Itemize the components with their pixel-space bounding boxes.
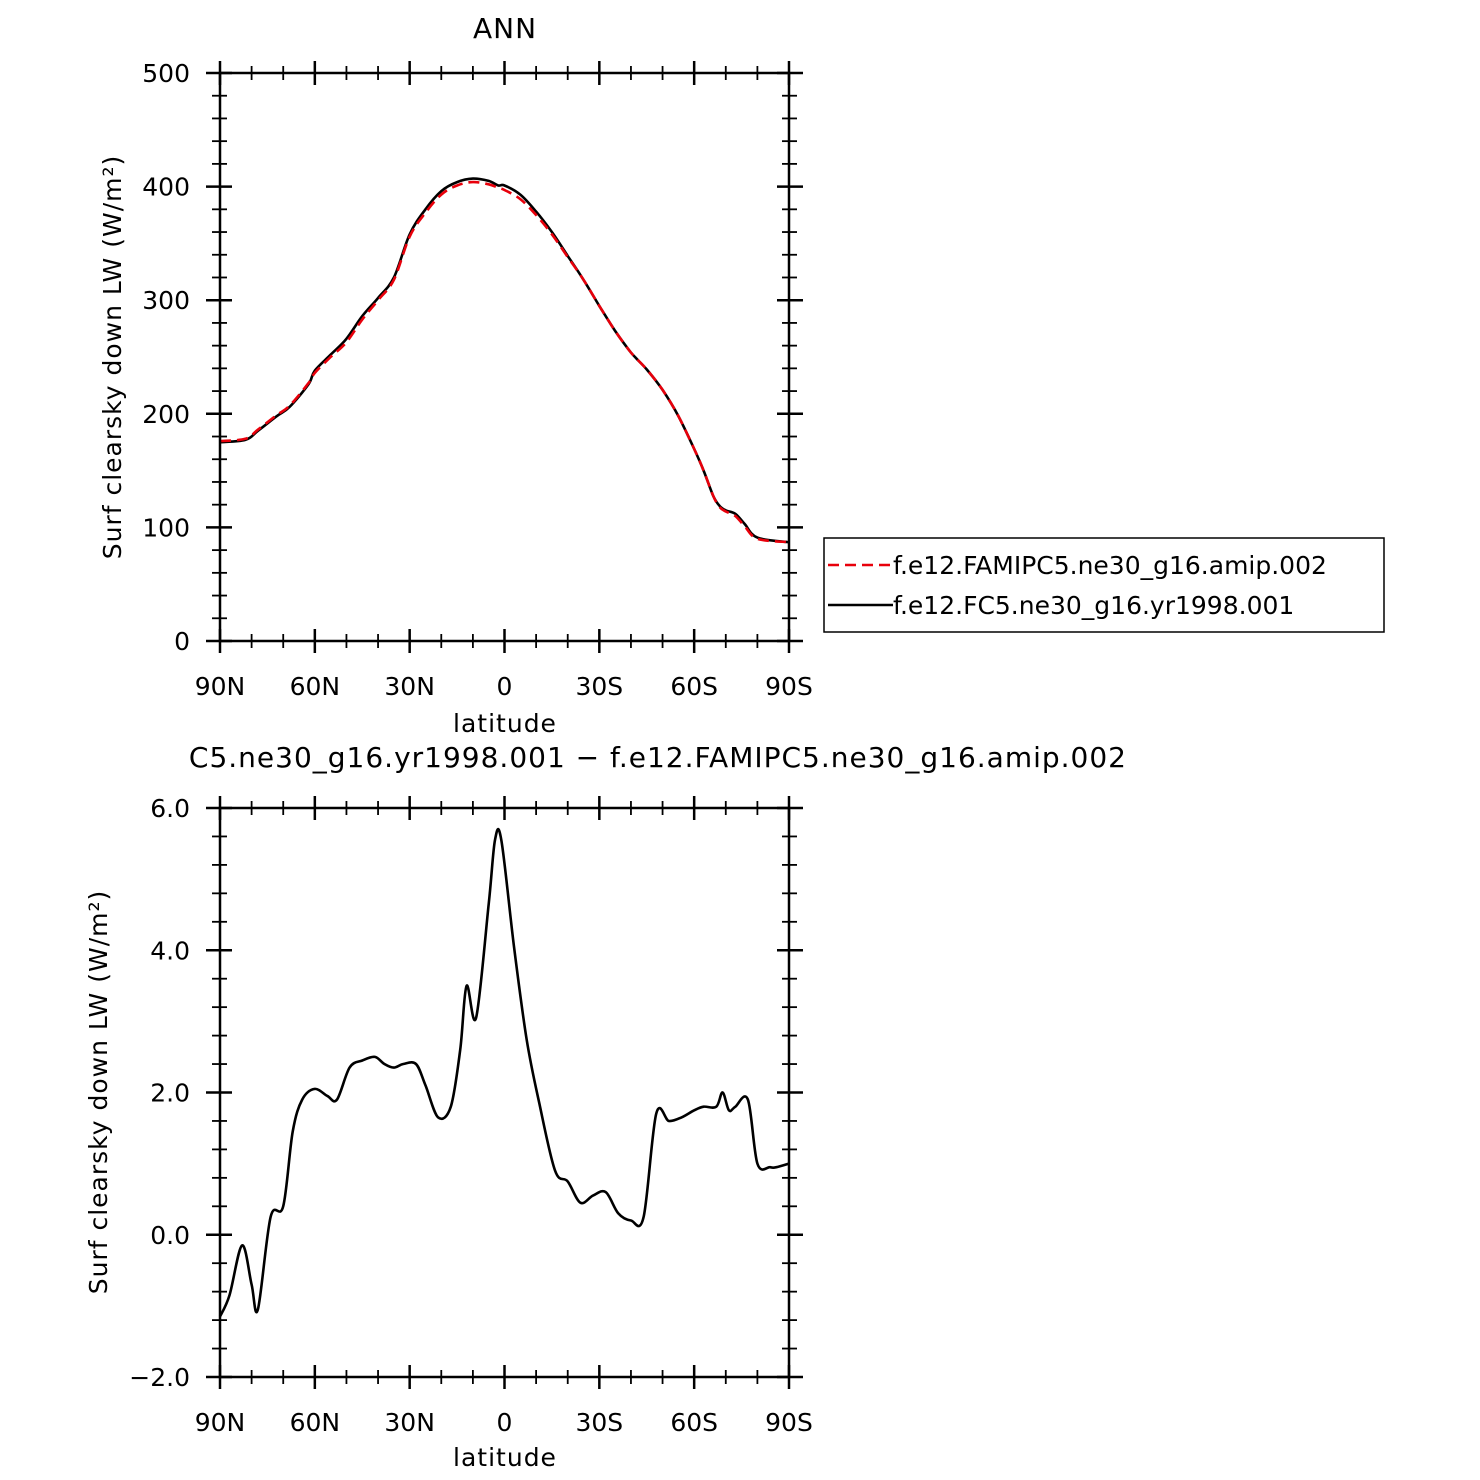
x-tick-label: 30S bbox=[575, 1408, 623, 1437]
legend: f.e12.FAMIPC5.ne30_g16.amip.002 f.e12.FC… bbox=[823, 537, 1385, 633]
x-tick-label: 0 bbox=[497, 672, 513, 701]
bottom-y-tick-labels: −2.0 0.0 2.0 4.0 6.0 bbox=[129, 794, 190, 1392]
x-tick-label: 30N bbox=[384, 1408, 435, 1437]
y-tick-label: 400 bbox=[142, 173, 190, 202]
y-tick-label: 4.0 bbox=[150, 936, 190, 965]
bottom-panel: C5.ne30_g16.yr1998.001 − f.e12.FAMIPC5.n… bbox=[84, 741, 1127, 1472]
y-tick-label: 200 bbox=[142, 400, 190, 429]
top-y-axis-label: Surf clearsky down LW (W/m²) bbox=[98, 155, 127, 560]
top-plot-frame bbox=[218, 71, 791, 643]
y-tick-label: 0.0 bbox=[150, 1221, 190, 1250]
y-tick-label: 300 bbox=[142, 286, 190, 315]
x-tick-label: 30N bbox=[384, 672, 435, 701]
difference-series-line bbox=[218, 828, 790, 1318]
top-panel: ANN 90N 60N 30N 0 30S 60S 90S 0 100 200 300 400 500… bbox=[98, 12, 1385, 738]
series-line-1 bbox=[219, 180, 790, 544]
y-tick-label: 2.0 bbox=[150, 1079, 190, 1108]
y-tick-label: −2.0 bbox=[129, 1363, 190, 1392]
top-y-tick-labels: 0 100 200 300 400 500 bbox=[142, 59, 190, 656]
x-tick-label: 0 bbox=[497, 1408, 513, 1437]
y-tick-label: 100 bbox=[142, 513, 190, 542]
top-x-axis-label: latitude bbox=[453, 709, 557, 738]
x-tick-label: 60N bbox=[290, 672, 341, 701]
bottom-chart-title: C5.ne30_g16.yr1998.001 − f.e12.FAMIPC5.n… bbox=[189, 741, 1127, 774]
x-tick-label: 30S bbox=[575, 672, 623, 701]
legend-label-series-1: f.e12.FAMIPC5.ne30_g16.amip.002 bbox=[893, 551, 1327, 580]
x-tick-label: 90N bbox=[195, 1408, 246, 1437]
bottom-y-axis-label: Surf clearsky down LW (W/m²) bbox=[84, 890, 113, 1295]
top-series-group bbox=[219, 177, 790, 544]
top-x-tick-labels: 90N 60N 30N 0 30S 60S 90S bbox=[195, 672, 813, 701]
y-tick-label: 0 bbox=[174, 627, 190, 656]
x-tick-label: 60N bbox=[290, 1408, 341, 1437]
bottom-plot-frame bbox=[218, 806, 791, 1379]
bottom-series-group bbox=[218, 828, 790, 1318]
x-tick-label: 90S bbox=[765, 1408, 813, 1437]
bottom-tick-marks bbox=[206, 796, 803, 1389]
legend-label-series-2: f.e12.FC5.ne30_g16.yr1998.001 bbox=[893, 591, 1294, 620]
x-tick-label: 60S bbox=[670, 1408, 718, 1437]
x-tick-label: 60S bbox=[670, 672, 718, 701]
top-tick-marks bbox=[206, 61, 803, 653]
x-tick-label: 90S bbox=[765, 672, 813, 701]
top-chart-title: ANN bbox=[473, 12, 537, 45]
y-tick-label: 6.0 bbox=[150, 794, 190, 823]
bottom-x-tick-labels: 90N 60N 30N 0 30S 60S 90S bbox=[195, 1408, 813, 1437]
x-tick-label: 90N bbox=[195, 672, 246, 701]
y-tick-label: 500 bbox=[142, 59, 190, 88]
legend-box bbox=[823, 537, 1385, 633]
series-line-2 bbox=[219, 177, 790, 544]
bottom-x-axis-label: latitude bbox=[453, 1443, 557, 1472]
